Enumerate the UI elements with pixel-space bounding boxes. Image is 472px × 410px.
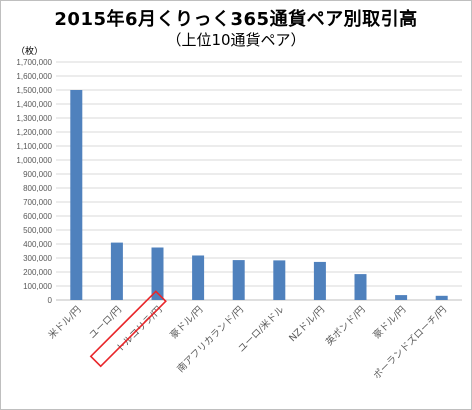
x-tick-label: 豪ドル/円 [371, 304, 409, 342]
chart-subtitle: （上位10通貨ペア） [166, 31, 306, 49]
y-tick-label: 900,000 [23, 170, 52, 179]
y-axis-ticks: 0 100,000 200,000 300,000 400,000 500,000 600,… [16, 58, 52, 305]
y-tick-label: 100,000 [23, 282, 52, 291]
bars [70, 90, 448, 300]
x-tick-label: 南アフリカランド/円 [175, 304, 246, 375]
bar [354, 274, 367, 300]
y-tick-label: 0 [48, 296, 53, 305]
bar [313, 261, 326, 300]
y-tick-label: 1,100,000 [16, 142, 52, 151]
bar [70, 90, 83, 300]
bar [110, 242, 123, 300]
y-tick-label: 1,700,000 [16, 58, 52, 67]
highlight-box [89, 290, 167, 368]
y-axis-unit-label: （枚） [16, 47, 44, 57]
x-tick-label: 英ポンド/円 [323, 304, 367, 348]
y-tick-label: 600,000 [23, 212, 52, 221]
y-tick-label: 1,200,000 [16, 128, 52, 137]
x-tick-label: ポーランドズローチ/円 [371, 304, 449, 382]
y-tick-label: 1,000,000 [16, 156, 52, 165]
y-tick-label: 800,000 [23, 184, 52, 193]
x-tick-label: 米ドル/円 [46, 304, 84, 342]
y-tick-label: 1,400,000 [16, 100, 52, 109]
bar [232, 260, 245, 300]
y-tick-label: 1,300,000 [16, 114, 52, 123]
y-tick-label: 200,000 [23, 268, 52, 277]
gridlines [56, 61, 462, 301]
x-tick-label: NZドル/円 [287, 304, 327, 344]
chart-title: 2015年6月くりっく365通貨ペア別取引高 [54, 9, 418, 30]
bar [435, 295, 448, 300]
x-tick-label: 豪ドル/円 [168, 304, 206, 342]
x-tick-label: ユーロ/円 [87, 304, 124, 341]
bar [192, 255, 205, 300]
y-tick-label: 300,000 [23, 254, 52, 263]
highlight-box-outline [89, 290, 167, 368]
y-tick-label: 1,600,000 [16, 72, 52, 81]
bar [395, 295, 408, 300]
bar [273, 260, 286, 300]
y-tick-label: 400,000 [23, 240, 52, 249]
y-tick-label: 1,500,000 [16, 86, 52, 95]
y-tick-label: 700,000 [23, 198, 52, 207]
bar [151, 247, 164, 300]
y-tick-label: 500,000 [23, 226, 52, 235]
